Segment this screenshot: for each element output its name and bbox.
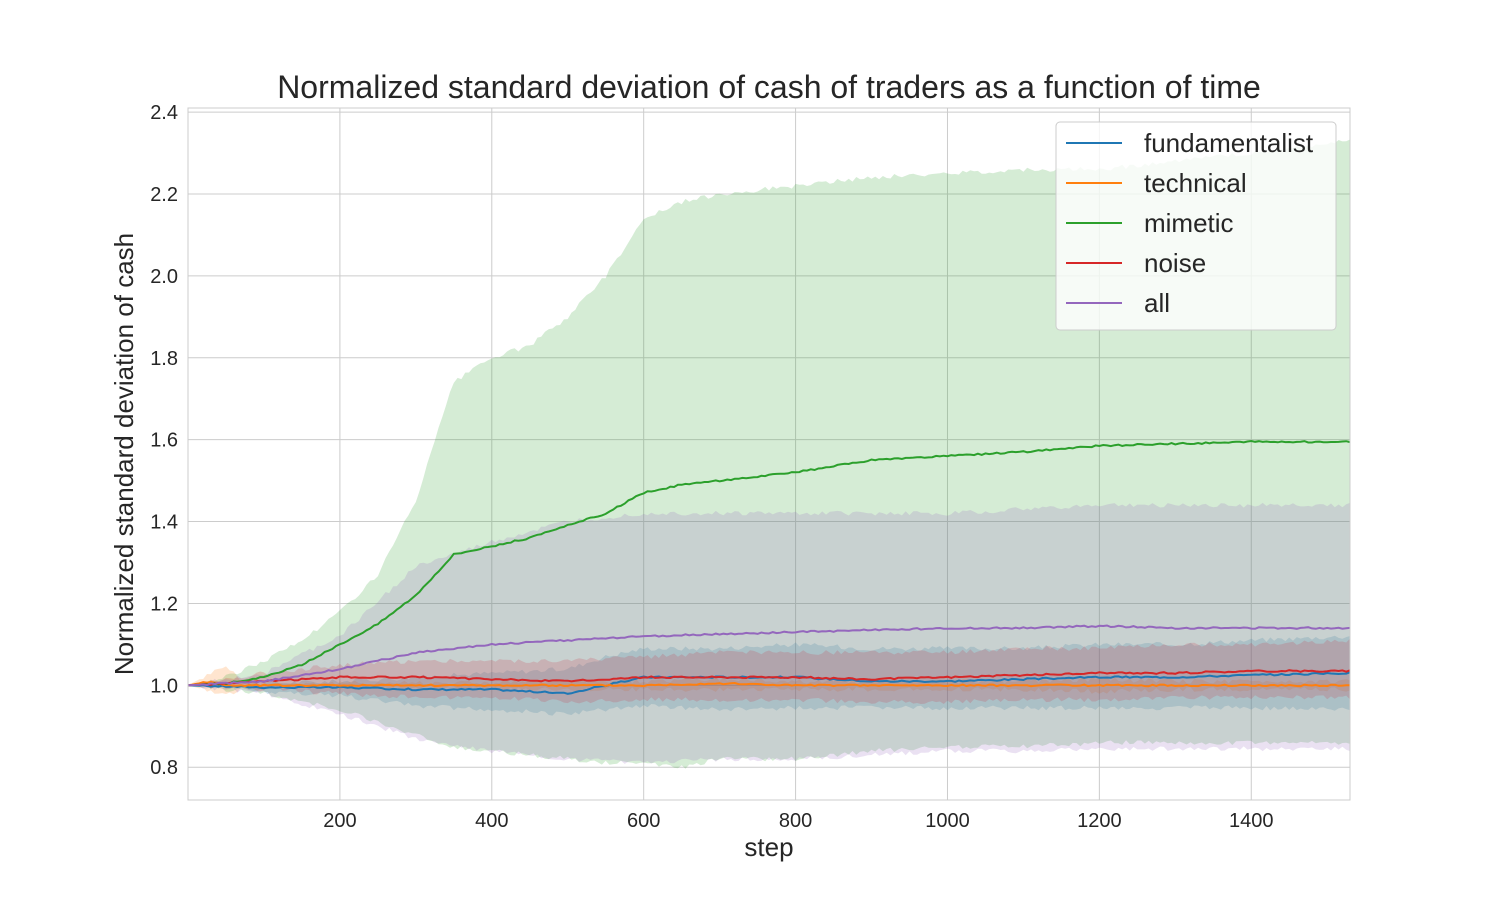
x-tick-label: 1000 <box>925 810 970 832</box>
x-tick-label: 600 <box>627 810 660 832</box>
y-tick-label: 1.8 <box>150 348 178 370</box>
x-tick-label: 1400 <box>1229 810 1274 832</box>
y-tick-label: 0.8 <box>150 757 178 779</box>
y-tick-label: 2.4 <box>150 102 178 124</box>
chart-title: Normalized standard deviation of cash of… <box>277 69 1261 105</box>
y-tick-label: 1.6 <box>150 430 178 452</box>
x-tick-label: 400 <box>475 810 508 832</box>
y-tick-label: 1.4 <box>150 512 178 534</box>
x-axis-label: step <box>744 832 793 862</box>
legend: fundamentalist technical mimetic noise all <box>1056 122 1336 330</box>
legend-label-technical: technical <box>1144 168 1247 198</box>
x-tick-label: 200 <box>323 810 356 832</box>
x-tick-label: 800 <box>779 810 812 832</box>
y-axis-label: Normalized standard deviation of cash <box>109 233 139 675</box>
legend-label-fundamentalist: fundamentalist <box>1144 128 1314 158</box>
y-tick-label: 1.0 <box>150 675 178 697</box>
y-axis-ticks: 0.8 1.0 1.2 1.4 1.6 1.8 2.0 2.2 2.4 <box>150 102 178 779</box>
x-tick-label: 1200 <box>1077 810 1122 832</box>
legend-label-mimetic: mimetic <box>1144 208 1234 238</box>
y-tick-label: 2.2 <box>150 184 178 206</box>
y-tick-label: 1.2 <box>150 593 178 615</box>
legend-label-noise: noise <box>1144 248 1206 278</box>
y-tick-label: 2.0 <box>150 266 178 288</box>
legend-label-all: all <box>1144 288 1170 318</box>
